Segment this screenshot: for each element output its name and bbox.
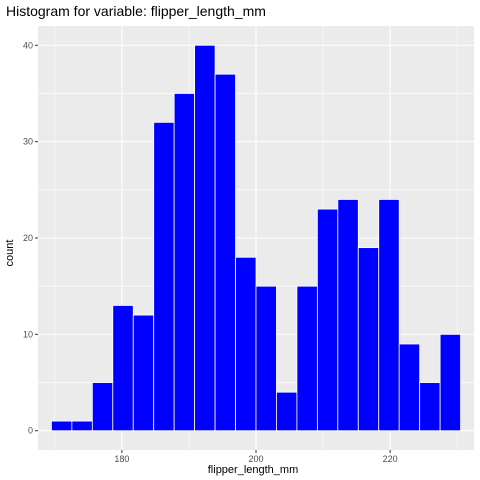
y-tick-label: 0: [28, 426, 33, 436]
y-axis: 0 10 20 30 40: [23, 40, 38, 436]
histogram-bar: [296, 285, 318, 432]
histogram-bar: [132, 314, 155, 432]
x-axis-title: flipper_length_mm: [208, 464, 299, 476]
y-axis-title: count: [4, 240, 16, 267]
histogram-bar: [91, 382, 114, 432]
y-tick-label: 30: [23, 137, 33, 147]
histogram-bar: [255, 285, 277, 432]
histogram-bar: [153, 121, 175, 432]
histogram-bar: [214, 73, 236, 432]
histogram-bar: [71, 420, 93, 432]
x-tick-label: 180: [114, 454, 129, 464]
histogram-bar: [276, 391, 298, 432]
histogram-bar: [316, 208, 339, 432]
histogram-bar: [173, 93, 196, 432]
y-tick-label: 20: [23, 233, 33, 243]
x-axis: 180 200 220: [114, 450, 398, 464]
histogram-bar: [194, 44, 216, 432]
histogram-bar: [337, 199, 359, 432]
y-tick-label: 10: [23, 329, 33, 339]
x-tick-label: 200: [248, 454, 263, 464]
histogram-bar: [398, 343, 421, 432]
y-tick-label: 40: [23, 40, 33, 50]
histogram-bar: [235, 256, 257, 432]
histogram-bar: [419, 382, 441, 432]
histogram-bar: [112, 305, 134, 432]
histogram-bar: [439, 333, 461, 432]
histogram-bar: [378, 199, 400, 432]
x-tick-label: 220: [383, 454, 398, 464]
chart-title: Histogram for variable: flipper_length_m…: [6, 3, 266, 19]
histogram-bar: [357, 247, 380, 432]
histogram-bar: [51, 420, 73, 432]
histogram-bars: [51, 44, 461, 432]
